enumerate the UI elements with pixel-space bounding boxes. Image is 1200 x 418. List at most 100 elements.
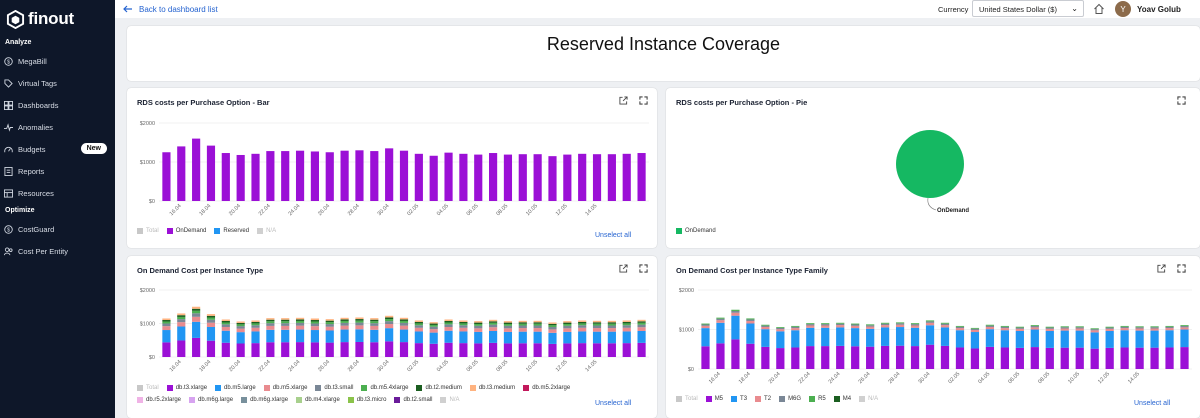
bar-segment[interactable] (716, 320, 725, 323)
bar-segment[interactable] (1135, 328, 1144, 331)
bar-segment[interactable] (1165, 328, 1174, 331)
bar-segment[interactable] (370, 321, 379, 324)
bar[interactable] (503, 154, 513, 201)
bar-segment[interactable] (177, 313, 186, 316)
bar-segment[interactable] (1045, 328, 1054, 331)
bar-segment[interactable] (236, 324, 245, 327)
bar-segment[interactable] (746, 323, 755, 344)
bar[interactable] (310, 151, 319, 201)
open-external-icon[interactable] (619, 96, 628, 105)
bar-segment[interactable] (340, 322, 349, 326)
expand-icon[interactable] (639, 264, 648, 273)
bar-segment[interactable] (295, 319, 305, 321)
open-external-icon[interactable] (619, 264, 628, 273)
bar-segment[interactable] (414, 327, 423, 332)
bar-segment[interactable] (177, 326, 186, 341)
bar-segment[interactable] (1105, 330, 1114, 348)
bar-segment[interactable] (295, 320, 305, 323)
bar-segment[interactable] (518, 343, 527, 357)
bar-segment[interactable] (881, 323, 890, 326)
bar-segment[interactable] (851, 346, 860, 369)
bar-segment[interactable] (474, 325, 483, 329)
bar-segment[interactable] (192, 313, 201, 317)
bar-segment[interactable] (236, 321, 245, 323)
bar-segment[interactable] (851, 328, 860, 347)
bar[interactable] (518, 154, 527, 201)
bar-segment[interactable] (1180, 325, 1189, 327)
bar-segment[interactable] (1150, 326, 1159, 328)
bar[interactable] (192, 138, 201, 201)
bar-segment[interactable] (761, 324, 770, 326)
bar-segment[interactable] (489, 319, 498, 322)
bar-segment[interactable] (399, 325, 409, 330)
bar-segment[interactable] (221, 324, 230, 327)
bar-segment[interactable] (1165, 330, 1174, 348)
bar-segment[interactable] (251, 343, 260, 357)
bar-segment[interactable] (821, 324, 830, 326)
bar-segment[interactable] (340, 320, 349, 323)
bar-segment[interactable] (761, 325, 770, 327)
bar-segment[interactable] (1120, 328, 1129, 331)
bar-segment[interactable] (563, 328, 572, 332)
bar-segment[interactable] (836, 325, 845, 328)
bar-segment[interactable] (503, 325, 513, 329)
bar-segment[interactable] (866, 326, 875, 329)
bar-segment[interactable] (910, 346, 920, 369)
bar-segment[interactable] (221, 326, 230, 331)
bar-segment[interactable] (1075, 347, 1084, 369)
bar-segment[interactable] (592, 328, 602, 332)
bar-segment[interactable] (806, 346, 815, 369)
bar-segment[interactable] (355, 319, 364, 321)
legend-item[interactable]: Reserved (214, 228, 249, 234)
bar-segment[interactable] (1075, 327, 1084, 329)
bar[interactable] (592, 154, 602, 201)
bar-segment[interactable] (1180, 326, 1189, 328)
bar-segment[interactable] (310, 320, 319, 322)
bar-segment[interactable] (355, 325, 364, 330)
bar-segment[interactable] (399, 317, 409, 320)
bar-segment[interactable] (1090, 328, 1099, 330)
bar-segment[interactable] (985, 346, 995, 369)
legend-item[interactable]: N/A (440, 397, 460, 403)
bar-segment[interactable] (1180, 327, 1189, 330)
bar-segment[interactable] (533, 322, 542, 324)
bar-segment[interactable] (355, 320, 364, 323)
bar[interactable] (459, 153, 468, 201)
bar-segment[interactable] (866, 324, 875, 326)
bar-segment[interactable] (761, 346, 770, 369)
bar-segment[interactable] (925, 344, 935, 369)
bar-segment[interactable] (340, 342, 349, 357)
bar-segment[interactable] (910, 323, 920, 325)
bar-segment[interactable] (281, 325, 290, 330)
bar-segment[interactable] (489, 342, 498, 357)
bar-segment[interactable] (1105, 327, 1114, 329)
bar-segment[interactable] (236, 322, 245, 325)
bar[interactable] (251, 153, 260, 201)
bar[interactable] (489, 153, 498, 201)
bar-segment[interactable] (295, 329, 305, 343)
sidebar-item-reports[interactable]: Reports (3, 161, 111, 181)
bar-segment[interactable] (563, 321, 572, 323)
bar-segment[interactable] (310, 323, 319, 327)
bar-segment[interactable] (474, 343, 483, 357)
bar-segment[interactable] (548, 332, 557, 344)
currency-select[interactable]: United States Dollar ($) ⌄ (972, 0, 1084, 17)
legend-item[interactable]: db.r5.2xlarge (137, 397, 181, 403)
bar-segment[interactable] (206, 314, 216, 316)
bar-segment[interactable] (821, 346, 830, 369)
bar-segment[interactable] (370, 329, 379, 343)
bar-segment[interactable] (370, 318, 379, 320)
bar-segment[interactable] (444, 342, 453, 357)
bar-segment[interactable] (1060, 347, 1069, 369)
bar-segment[interactable] (637, 342, 646, 357)
bar-segment[interactable] (162, 323, 171, 327)
bar-segment[interactable] (533, 320, 542, 323)
bar-segment[interactable] (701, 328, 710, 347)
bar-segment[interactable] (251, 320, 260, 322)
bar-segment[interactable] (866, 328, 875, 347)
bar-segment[interactable] (266, 329, 275, 343)
bar-segment[interactable] (281, 321, 290, 324)
bar-segment[interactable] (578, 320, 587, 322)
bar-segment[interactable] (310, 330, 319, 343)
bar-segment[interactable] (1030, 326, 1039, 328)
